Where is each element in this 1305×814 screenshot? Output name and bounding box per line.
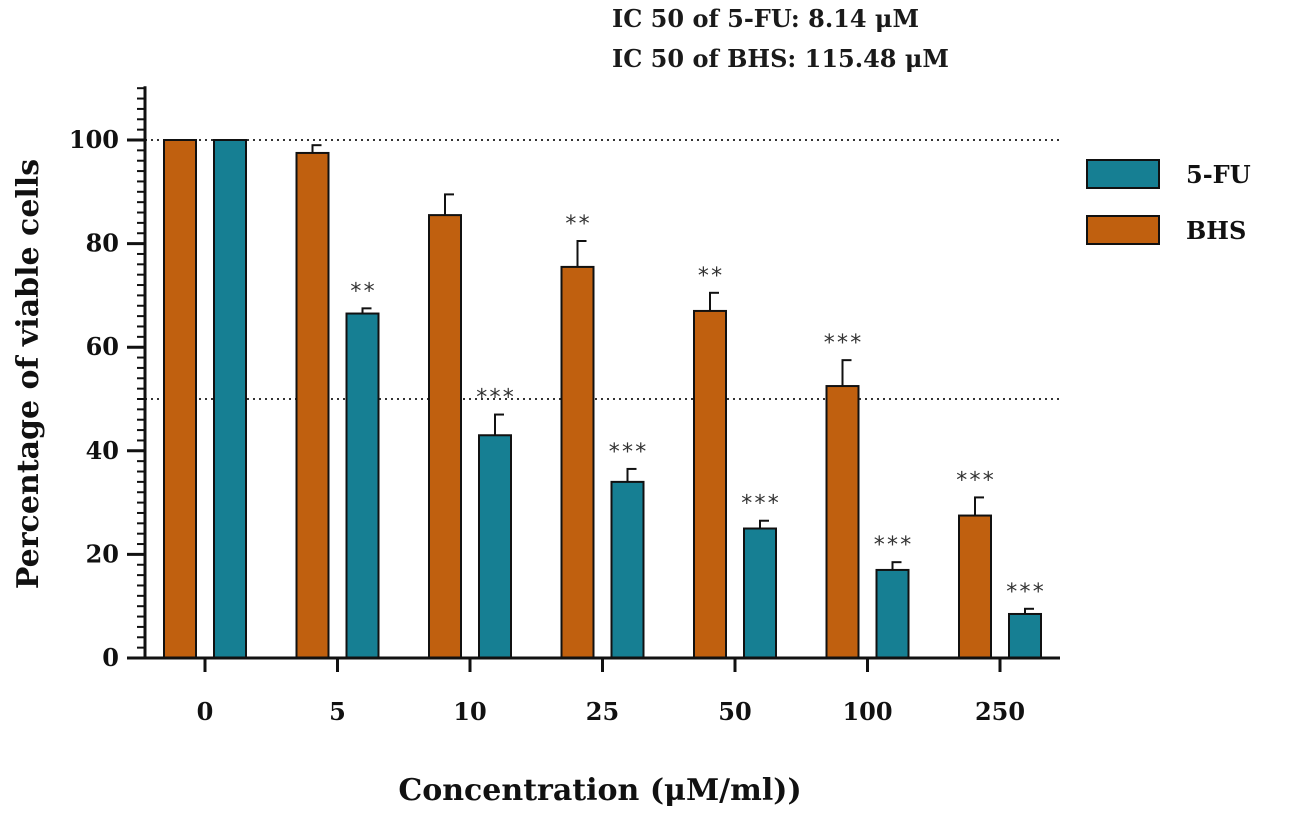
x-tick-label-5: 5 — [329, 697, 346, 726]
y-tick-label-20: 20 — [86, 539, 119, 568]
bar-bhs-25 — [560, 265, 595, 659]
y-tick-label-60: 60 — [86, 332, 119, 361]
significance-bhs-250: *** — [955, 468, 995, 493]
legend-swatch-5-fu — [1086, 159, 1160, 189]
significance-5-fu-250: *** — [1005, 580, 1045, 605]
bar-5-fu-0 — [213, 139, 247, 659]
bar-bhs-0 — [163, 139, 197, 659]
x-tick-label-250: 250 — [975, 697, 1025, 726]
legend-swatch-bhs — [1086, 215, 1160, 245]
bar-bhs-5 — [295, 151, 330, 659]
ic50-5fu-annotation: IC 50 of 5-FU: 8.14 μM — [612, 4, 920, 33]
bar-bhs-100 — [825, 385, 860, 659]
x-tick-label-10: 10 — [453, 697, 486, 726]
ic50-bhs-annotation: IC 50 of BHS: 115.48 μM — [612, 44, 949, 73]
bar-5-fu-50 — [743, 527, 777, 659]
significance-5-fu-10: *** — [475, 386, 515, 411]
reference-lines — [145, 139, 1060, 400]
x-axis-title: Concentration (μM/ml)) — [398, 773, 801, 808]
bar-5-fu-250 — [1008, 612, 1042, 659]
bar-bhs-50 — [693, 309, 727, 659]
significance-bhs-25: ** — [564, 212, 591, 237]
y-tick-label-80: 80 — [86, 229, 119, 258]
x-tick-label-25: 25 — [586, 697, 619, 726]
significance-bhs-50: ** — [697, 264, 724, 289]
bar-5-fu-25 — [610, 480, 645, 659]
bars-group: *************************** — [163, 139, 1045, 660]
legend-label-bhs: BHS — [1186, 216, 1246, 245]
legend: 5-FU BHS — [1086, 159, 1251, 245]
bar-5-fu-100 — [875, 568, 910, 659]
legend-label-5-fu: 5-FU — [1186, 160, 1251, 189]
bar-5-fu-10 — [478, 434, 512, 660]
bar-5-fu-5 — [345, 312, 380, 659]
significance-5-fu-25: *** — [608, 440, 648, 465]
axes-group: 0 20 40 60 80 100 0 5 10 25 50 100 250 — [69, 86, 1060, 726]
x-tick-label-50: 50 — [718, 697, 751, 726]
y-tick-label-40: 40 — [86, 436, 119, 465]
significance-5-fu-5: ** — [349, 279, 376, 304]
y-tick-label-100: 100 — [69, 125, 119, 154]
significance-5-fu-50: *** — [740, 492, 780, 517]
bar-bhs-250 — [958, 514, 992, 659]
significance-bhs-100: *** — [823, 331, 863, 356]
bar-bhs-10 — [428, 214, 462, 660]
x-tick-label-100: 100 — [842, 697, 892, 726]
y-axis-title: Percentage of viable cells — [11, 159, 46, 589]
x-tick-label-0: 0 — [197, 697, 214, 726]
significance-5-fu-100: *** — [873, 533, 913, 558]
y-tick-label-0: 0 — [102, 643, 119, 672]
